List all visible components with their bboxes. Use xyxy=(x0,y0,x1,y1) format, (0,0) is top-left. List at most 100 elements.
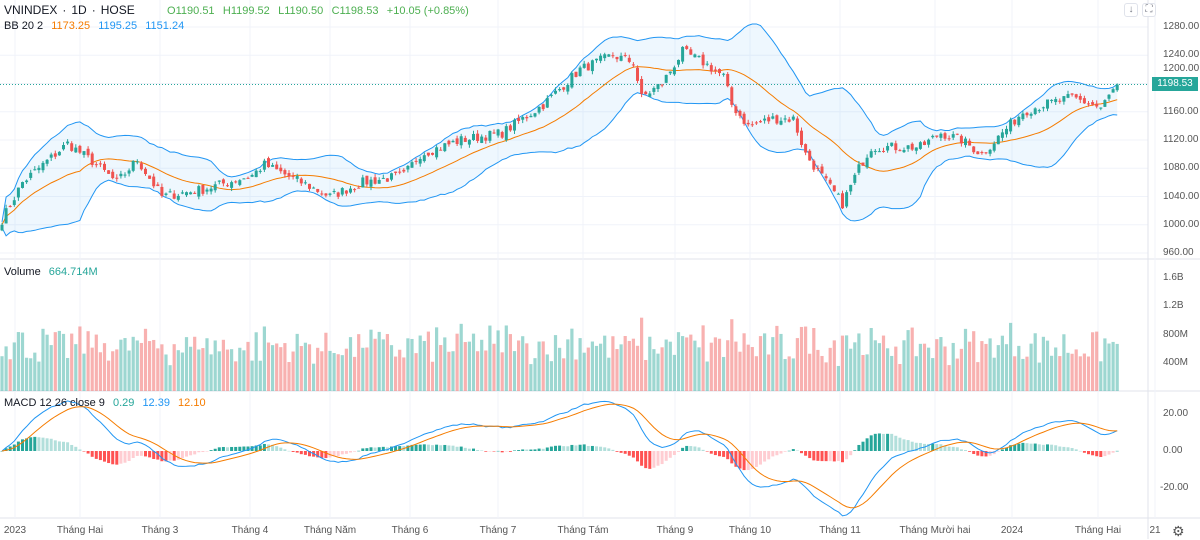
macd-histogram-bar xyxy=(1091,451,1095,456)
volume-bar xyxy=(697,347,701,391)
volume-bar xyxy=(12,342,16,391)
macd-histogram-bar xyxy=(66,442,70,451)
candle-body xyxy=(1078,96,1082,100)
macd-histogram-bar xyxy=(262,443,266,451)
candle-body xyxy=(935,135,939,137)
macd-histogram-bar xyxy=(832,451,836,462)
macd-histogram-bar xyxy=(1062,446,1066,451)
macd-histogram-bar xyxy=(488,451,492,452)
price-tick-label: 1120.00 xyxy=(1163,134,1199,145)
macd-histogram-bar xyxy=(431,445,434,451)
macd-histogram-bar xyxy=(377,447,381,451)
macd-histogram-bar xyxy=(562,446,566,451)
scroll-to-latest-button[interactable]: ↓ xyxy=(1124,3,1138,17)
macd-histogram-bar xyxy=(107,451,111,464)
volume-bar xyxy=(492,343,496,391)
volume-bar xyxy=(1017,345,1021,391)
volume-bar xyxy=(246,341,250,391)
macd-histogram-bar xyxy=(197,451,201,453)
bb-upper-line xyxy=(1,23,1118,223)
candle-body xyxy=(1000,132,1004,138)
candle-body xyxy=(890,142,894,146)
volume-bar xyxy=(804,326,808,391)
candle-body xyxy=(53,153,57,157)
candle-body xyxy=(37,167,41,171)
macd-histogram-bar xyxy=(886,433,890,451)
candle-body xyxy=(287,173,291,177)
macd-histogram-bar xyxy=(951,446,955,451)
candle-body xyxy=(254,170,258,178)
macd-histogram-bar xyxy=(668,451,672,458)
volume-bar xyxy=(82,353,86,391)
candle-body xyxy=(611,55,615,57)
candle-body xyxy=(299,178,303,184)
volume-bar xyxy=(890,355,894,391)
candle-body xyxy=(1115,84,1119,91)
candle-body xyxy=(303,182,307,184)
macd-histogram-bar xyxy=(119,451,123,464)
time-tick-label: Tháng Hai xyxy=(1074,525,1122,536)
candle-body xyxy=(66,141,70,144)
macd-histogram-bar xyxy=(78,449,82,451)
volume-bar xyxy=(771,337,775,391)
macd-histogram-bar xyxy=(636,451,639,462)
volume-bar xyxy=(1095,331,1099,391)
volume-bar xyxy=(832,340,836,391)
macd-histogram-bar xyxy=(320,451,324,458)
macd-histogram-bar xyxy=(804,451,808,456)
volume-bar xyxy=(8,359,12,391)
candle-body xyxy=(832,185,836,192)
macd-histogram-bar xyxy=(459,446,463,451)
volume-bar xyxy=(451,351,455,391)
candle-body xyxy=(767,117,771,122)
macd-histogram-bar xyxy=(927,443,931,451)
macd-histogram-bar xyxy=(410,444,414,451)
volume-bar xyxy=(488,325,492,391)
candle-body xyxy=(549,94,553,96)
macd-histogram-bar xyxy=(508,451,512,452)
symbol: VNINDEX xyxy=(4,3,58,17)
candle-body xyxy=(800,130,803,145)
macd-legend[interactable]: MACD 12 26 close 9 0.29 12.39 12.10 xyxy=(4,397,211,409)
price-tick-label: 1080.00 xyxy=(1163,162,1200,174)
volume-bar xyxy=(644,359,648,391)
volume-bar xyxy=(385,334,389,391)
volume-legend[interactable]: Volume 664.714M xyxy=(4,266,103,278)
candle-body xyxy=(414,160,418,162)
macd-histogram-bar xyxy=(361,448,365,451)
macd-histogram-bar xyxy=(418,444,422,451)
macd-histogram-bar xyxy=(135,451,139,456)
candle-body xyxy=(590,60,594,72)
bb-legend[interactable]: BB 20 2 1173.25 1195.25 1151.24 xyxy=(4,20,189,32)
macd-histogram-bar xyxy=(873,433,877,451)
macd-histogram-bar xyxy=(791,449,795,451)
fullscreen-button[interactable]: ⛶ xyxy=(1142,3,1156,17)
candle-body xyxy=(291,175,295,177)
volume-bar xyxy=(1041,336,1045,391)
candle-body xyxy=(484,137,488,141)
candle-body xyxy=(41,162,45,171)
macd-histogram-bar xyxy=(86,451,90,454)
candle-body xyxy=(86,148,90,156)
macd-histogram-bar xyxy=(627,451,631,456)
candle-body xyxy=(951,134,955,138)
volume-bar xyxy=(865,354,869,391)
volume-bar xyxy=(578,338,582,391)
macd-histogram-bar xyxy=(578,444,582,451)
volume-bar xyxy=(299,346,303,391)
volume-bar xyxy=(258,360,262,391)
candle-body xyxy=(566,84,570,92)
candle-body xyxy=(127,170,131,174)
settings-gear-icon[interactable]: ⚙ xyxy=(1172,523,1185,539)
candle-body xyxy=(968,140,972,146)
macd-line-value: 12.39 xyxy=(142,397,170,409)
volume-bar xyxy=(693,340,697,391)
macd-histogram-bar xyxy=(303,451,307,455)
macd-histogram-bar xyxy=(21,439,24,451)
macd-histogram-bar xyxy=(103,451,106,462)
volume-bar xyxy=(525,343,529,391)
candle-body xyxy=(504,126,508,140)
macd-histogram-bar xyxy=(570,444,574,451)
interval[interactable]: 1D xyxy=(71,3,87,17)
